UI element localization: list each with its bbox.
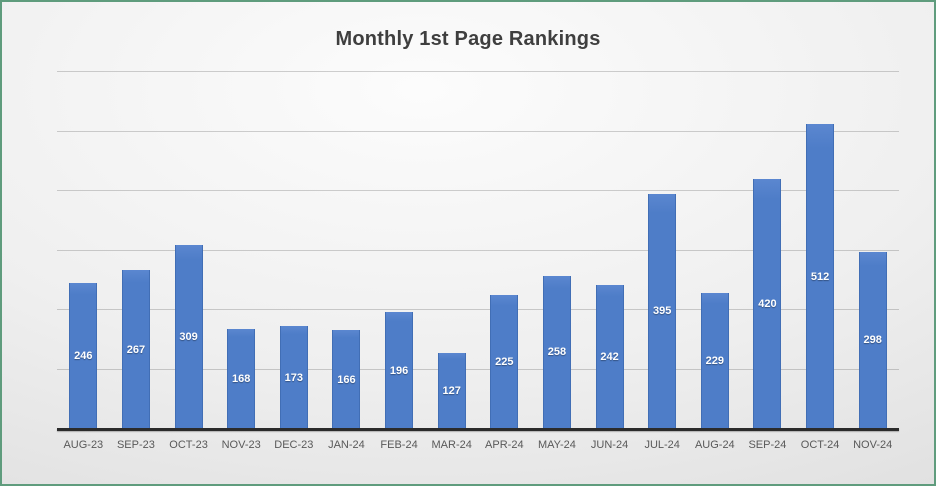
bar-slot: 512: [794, 72, 847, 429]
bar-slot: 420: [741, 72, 794, 429]
bar-slot: 242: [583, 72, 636, 429]
bar-slot: 246: [57, 72, 110, 429]
x-axis-label: JUL-24: [644, 439, 680, 451]
bar-value-label: 298: [863, 334, 882, 347]
bar-slot: 225: [478, 72, 531, 429]
x-axis-label: AUG-24: [694, 439, 735, 451]
bar: 267: [121, 270, 150, 429]
x-axis-label: AUG-23: [63, 439, 104, 451]
bar-slot: 309: [162, 72, 215, 429]
x-axis-label: NOV-24: [853, 439, 893, 451]
x-axis-label: SEP-24: [748, 439, 787, 451]
x-axis-label: JUN-24: [590, 439, 629, 451]
x-axis-label: DEC-23: [274, 439, 314, 451]
bar-value-label: 242: [600, 351, 619, 363]
chart-title: Monthly 1st Page Rankings: [335, 28, 601, 50]
bar-slot: 229: [689, 72, 742, 429]
gridline: [57, 368, 899, 370]
bar-slot: 166: [320, 72, 373, 429]
bar: 309: [174, 245, 203, 429]
bar: 173: [279, 326, 308, 429]
bar-value-label: 420: [758, 298, 777, 311]
bar-value-label: 309: [179, 331, 198, 344]
bar-value-label: 168: [232, 373, 251, 386]
bar-slot: 127: [425, 72, 478, 429]
bar: 298: [858, 251, 887, 429]
gridline: [57, 249, 899, 251]
bar: 225: [490, 295, 519, 429]
gridline: [57, 71, 899, 72]
bar: 246: [69, 282, 98, 429]
x-axis-label: JAN-24: [328, 439, 365, 451]
x-axis-label: OCT-24: [800, 439, 840, 451]
bar-slot: 258: [531, 72, 584, 429]
bar-slot: 298: [846, 72, 899, 429]
bar-value-label: 225: [495, 356, 514, 369]
x-axis-label: APR-24: [485, 439, 524, 451]
x-axis-label: MAR-24: [431, 439, 472, 451]
bar-value-label: 229: [705, 354, 724, 367]
bar: 242: [595, 285, 624, 429]
gridline: [57, 130, 899, 132]
bar-value-label: 246: [74, 349, 93, 362]
bar: 395: [648, 193, 677, 429]
bar-value-label: 512: [810, 270, 830, 283]
x-axis-label: NOV-23: [221, 439, 261, 451]
bar-series: 246 267 309 168 173 166 196 127 225 258 242 395 229 4…: [57, 72, 899, 429]
bar: 420: [753, 179, 782, 429]
bar-slot: 168: [215, 72, 268, 429]
bar-value-label: 173: [284, 371, 303, 384]
bar: 512: [806, 124, 835, 429]
gridline: [57, 190, 899, 191]
x-axis-labels: AUG-23 SEP-23 OCT-23 NOV-23 DEC-23 JAN-24 FEB-…: [57, 439, 899, 451]
bar: 196: [385, 312, 414, 429]
bar-value-label: 127: [442, 385, 461, 398]
x-axis-label: FEB-24: [380, 439, 418, 451]
bar-value-label: 166: [337, 373, 356, 386]
bar: 166: [332, 330, 361, 429]
bar: 258: [542, 275, 571, 429]
x-axis-label: SEP-23: [116, 439, 155, 451]
x-axis-label: OCT-23: [169, 439, 208, 451]
bar: 229: [700, 292, 729, 429]
bar-value-label: 267: [126, 343, 146, 356]
bar-value-label: 258: [547, 346, 567, 359]
bar-value-label: 395: [653, 305, 672, 318]
bar-slot: 196: [373, 72, 426, 429]
bar-slot: 267: [110, 72, 163, 429]
gridline: [57, 309, 899, 310]
bar: 168: [227, 329, 256, 429]
plot-area: 246 267 309 168 173 166 196 127 225 258 242 395 229 4…: [57, 71, 899, 429]
x-axis-label: MAY-24: [537, 439, 576, 451]
bar-slot: 395: [636, 72, 689, 429]
x-axis-line: [57, 428, 899, 431]
bar: 127: [437, 353, 466, 429]
bar-slot: 173: [268, 72, 321, 429]
bar-value-label: 196: [389, 364, 409, 377]
